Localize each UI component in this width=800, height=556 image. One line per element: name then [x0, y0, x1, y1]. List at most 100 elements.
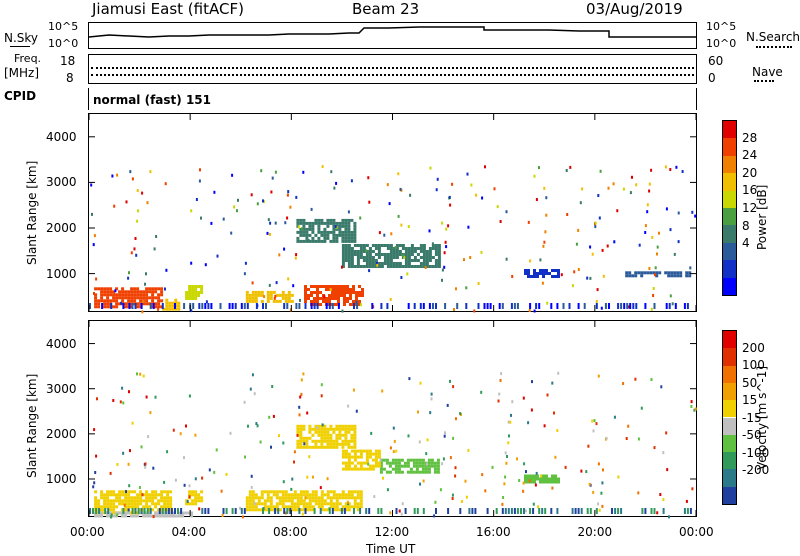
range-gate-cell	[142, 499, 146, 503]
range-gate-cell	[145, 502, 149, 506]
range-gate-cell	[341, 233, 345, 237]
ground-scatter	[164, 508, 167, 514]
scatter-gate	[409, 193, 412, 197]
velocity-colorbar-segment	[723, 417, 736, 435]
range-gate-cell	[422, 259, 426, 262]
scatter-gate	[522, 481, 525, 485]
range-gate-cell	[314, 233, 318, 237]
range-gate-cell	[394, 464, 398, 468]
ground-scatter	[274, 508, 277, 514]
range-gate-cell	[353, 452, 357, 456]
range-gate-cell	[382, 458, 386, 462]
scatter-gate	[434, 500, 437, 504]
scatter-gate	[381, 389, 384, 393]
range-gate-cell	[335, 502, 339, 506]
range-gate-cell	[374, 455, 378, 459]
scatter-gate	[525, 470, 527, 474]
scatter-gate	[111, 174, 114, 178]
scatter-gate	[260, 169, 263, 173]
range-gate-cell	[548, 272, 551, 275]
range-gate-cell	[679, 271, 683, 275]
range-gate-cell	[278, 299, 282, 303]
range-gate-cell	[118, 493, 122, 497]
ground-scatter	[146, 508, 149, 514]
scatter-gate	[507, 420, 510, 424]
range-gate-cell	[115, 511, 119, 515]
scatter-gate	[449, 379, 451, 383]
range-gate-cell	[316, 300, 319, 303]
range-gate-cell	[305, 508, 309, 512]
range-gate-cell	[397, 458, 401, 462]
scatter-gate	[90, 183, 93, 187]
scatter-gate	[198, 507, 201, 511]
scatter-gate	[653, 446, 656, 450]
range-gate-cell	[410, 259, 414, 262]
range-gate-cell	[368, 452, 372, 456]
range-gate-cell	[94, 502, 98, 506]
range-gate-cell	[163, 514, 167, 518]
range-gate-cell	[124, 496, 128, 500]
ground-scatter	[137, 508, 140, 514]
scatter-gate	[186, 500, 189, 503]
scatter-gate	[131, 421, 134, 425]
range-gate-cell	[383, 259, 387, 262]
range-gate-cell	[136, 290, 140, 294]
range-gate-cell	[400, 458, 404, 462]
scatter-gate	[419, 482, 421, 486]
scatter-gate	[359, 303, 362, 307]
scatter-gate	[503, 482, 506, 486]
range-gate-cell	[145, 499, 149, 503]
range-gate-cell	[347, 230, 351, 234]
range-gate-cell	[326, 430, 330, 434]
range-gate-cell	[245, 508, 249, 512]
range-gate-cell	[314, 430, 318, 434]
range-gate-cell	[329, 445, 333, 449]
range-gate-cell	[302, 490, 306, 494]
range-gate-cell	[188, 490, 192, 494]
range-gate-cell	[332, 442, 336, 446]
range-gate-cell	[251, 502, 255, 506]
range-gate-cell	[320, 502, 324, 506]
range-gate-cell	[130, 293, 134, 297]
scatter-gate	[120, 301, 123, 305]
range-gate-cell	[422, 244, 426, 247]
ground-scatter	[668, 303, 671, 309]
scatter-gate	[429, 411, 432, 415]
range-gate-cell	[151, 305, 155, 309]
range-gate-cell	[359, 455, 363, 459]
ground-scatter	[486, 303, 489, 309]
ground-scatter	[161, 303, 164, 309]
scatter-gate	[671, 302, 674, 306]
ground-scatter	[544, 508, 547, 514]
range-gate-cell	[418, 458, 422, 462]
scatter-gate	[296, 433, 299, 437]
range-gate-cell	[124, 502, 128, 506]
range-gate-cell	[296, 230, 300, 234]
range-gate-cell	[328, 300, 331, 303]
scatter-gate	[602, 468, 604, 472]
range-gate-cell	[136, 302, 140, 306]
time-tick-label: 12:00	[374, 525, 410, 539]
range-gate-cell	[637, 271, 641, 275]
range-gate-cell	[245, 505, 249, 509]
range-gate-cell	[347, 464, 351, 468]
range-gate-cell	[302, 493, 306, 497]
range-gate-cell	[296, 221, 300, 225]
ground-scatter	[504, 508, 507, 514]
range-gate-cell	[136, 305, 140, 309]
time-tick-label: 20:00	[577, 525, 613, 539]
range-gate-cell	[356, 250, 360, 253]
range-gate-cell	[365, 467, 369, 471]
range-gate-cell	[305, 505, 309, 509]
ground-scatter	[422, 508, 425, 514]
range-gate-cell	[320, 508, 324, 512]
ground-scatter	[486, 508, 489, 514]
range-gate-cell	[431, 244, 435, 247]
scatter-gate	[155, 235, 158, 238]
range-gate-cell	[361, 294, 364, 297]
velocity-colorbar-tick-label: -200	[742, 463, 770, 477]
range-gate-cell	[191, 288, 195, 291]
range-gate-cell	[328, 294, 331, 297]
range-gate-cell	[124, 493, 128, 497]
range-gate-cell	[151, 493, 155, 497]
